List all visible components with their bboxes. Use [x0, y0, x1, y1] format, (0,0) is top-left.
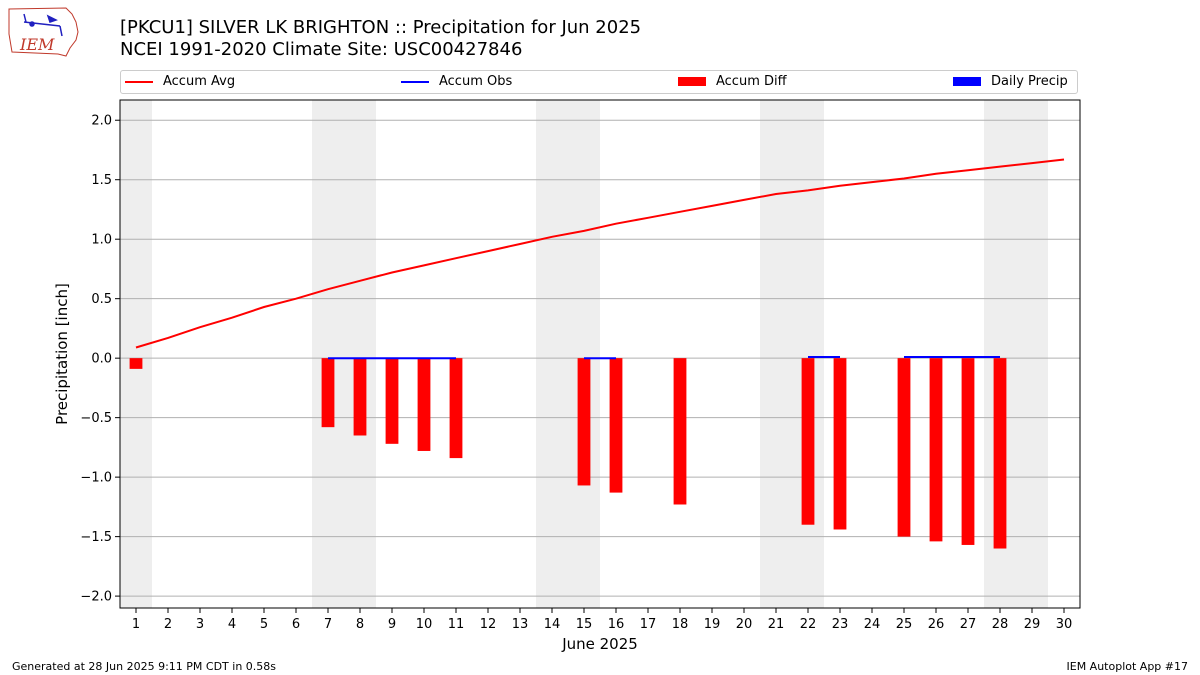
plot-frame [119, 99, 1081, 609]
bar-accum-diff [609, 358, 623, 493]
x-tick-label: 20 [736, 617, 753, 632]
x-tick-label: 15 [576, 617, 593, 632]
logo-text: IEM [19, 35, 55, 54]
y-tick-label: −0.5 [80, 411, 112, 426]
legend-label-accum-obs: Accum Obs [439, 74, 513, 89]
x-tick-label: 6 [292, 617, 300, 632]
x-tick-label: 17 [640, 617, 657, 632]
x-tick-label: 7 [324, 617, 332, 632]
legend-item-accum-obs: Accum Obs [401, 74, 512, 89]
x-tick-label: 29 [1024, 617, 1041, 632]
x-tick-label: 22 [800, 617, 817, 632]
y-tick-label: 1.5 [91, 173, 112, 188]
x-tick-label: 8 [356, 617, 364, 632]
x-tick-label: 19 [704, 617, 721, 632]
bar-accum-diff [353, 358, 367, 436]
legend-label-accum-avg: Accum Avg [163, 74, 236, 89]
bar-accum-diff [897, 358, 911, 537]
x-tick-label: 21 [768, 617, 785, 632]
y-axis-label: Precipitation [inch] [53, 283, 71, 425]
line-accum-avg [135, 158, 1065, 349]
weekend-band [536, 100, 600, 608]
weather-station-icon [23, 13, 63, 37]
x-tick-label: 26 [928, 617, 945, 632]
x-tick-label: 11 [448, 617, 465, 632]
x-tick-label: 12 [480, 617, 497, 632]
y-tick-label: 0.5 [91, 292, 112, 307]
x-tick-label: 9 [388, 617, 396, 632]
legend-swatch-accum-obs [401, 80, 429, 83]
weekend-band [120, 100, 152, 608]
bar-accum-diff [385, 358, 399, 444]
x-tick-label: 24 [864, 617, 881, 632]
bar-accum-diff [321, 358, 335, 428]
footer-app: IEM Autoplot App #17 [1066, 660, 1189, 673]
bar-accum-diff [129, 358, 143, 369]
chart-title: [PKCU1] SILVER LK BRIGHTON :: Precipitat… [120, 17, 642, 38]
bar-accum-diff [993, 358, 1007, 549]
x-tick-label: 4 [228, 617, 236, 632]
bar-accum-diff [961, 358, 975, 545]
x-tick-label: 28 [992, 617, 1009, 632]
x-tick-label: 14 [544, 617, 561, 632]
bar-accum-diff [449, 358, 463, 459]
x-tick-label: 3 [196, 617, 204, 632]
y-tick-label: 2.0 [91, 114, 112, 129]
y-tick-label: −1.5 [80, 530, 112, 545]
bar-accum-diff [673, 358, 687, 505]
x-tick-label: 30 [1056, 617, 1073, 632]
chart-subtitle: NCEI 1991-2020 Climate Site: USC00427846 [120, 39, 523, 60]
y-tick-label: 1.0 [91, 233, 112, 248]
legend-label-accum-diff: Accum Diff [716, 74, 787, 89]
legend-item-daily-precip: Daily Precip [953, 74, 1068, 89]
y-tick-label: 0.0 [91, 352, 112, 367]
bar-accum-diff [801, 358, 815, 525]
y-tick-label: −2.0 [80, 590, 112, 605]
y-tick-label: −1.0 [80, 471, 112, 486]
x-tick-label: 5 [260, 617, 268, 632]
x-axis-label: June 2025 [561, 635, 638, 653]
legend-item-accum-diff: Accum Diff [678, 74, 787, 89]
x-tick-label: 1 [132, 617, 140, 632]
x-tick-label: 13 [512, 617, 529, 632]
x-tick-label: 25 [896, 617, 913, 632]
x-tick-label: 18 [672, 617, 689, 632]
bar-accum-diff [417, 358, 431, 451]
chart-legend: Accum Avg Accum Obs Accum Diff Daily Pre… [120, 70, 1078, 94]
x-tick-label: 23 [832, 617, 849, 632]
legend-swatch-daily-precip [953, 77, 981, 86]
x-tick-label: 10 [416, 617, 433, 632]
bar-accum-diff [929, 358, 943, 542]
footer-generated: Generated at 28 Jun 2025 9:11 PM CDT in … [12, 660, 277, 673]
x-tick-label: 27 [960, 617, 977, 632]
legend-label-daily-precip: Daily Precip [991, 74, 1068, 89]
legend-swatch-accum-diff [678, 77, 706, 86]
bar-accum-diff [833, 358, 847, 530]
iem-logo: IEM [8, 7, 79, 57]
weekend-band [760, 100, 824, 608]
legend-swatch-accum-avg [125, 80, 153, 83]
x-tick-label: 16 [608, 617, 625, 632]
weekend-band [312, 100, 376, 608]
bar-accum-diff [577, 358, 591, 486]
x-tick-label: 2 [164, 617, 172, 632]
legend-item-accum-avg: Accum Avg [125, 74, 235, 89]
